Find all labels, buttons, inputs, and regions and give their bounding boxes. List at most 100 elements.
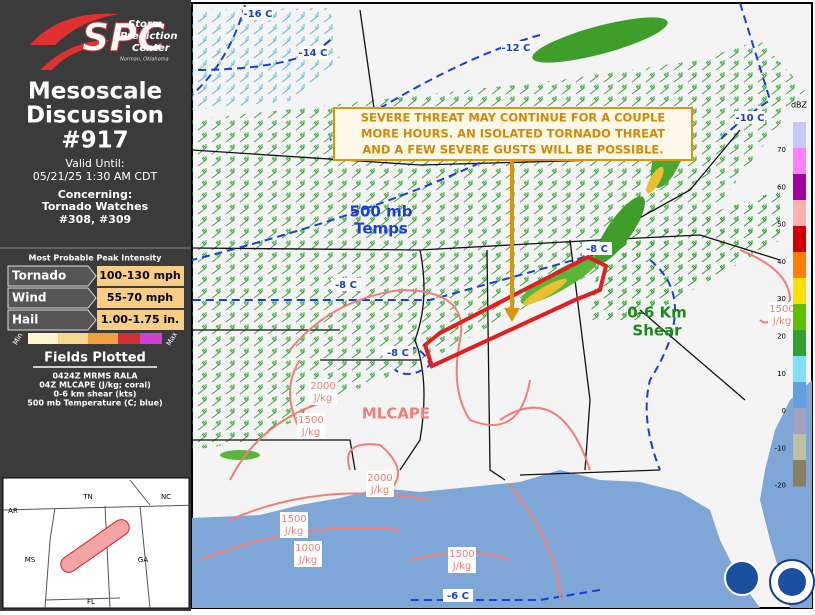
hazard-box	[7, 265, 97, 287]
field: 500 mb Temperature (C; blue)	[27, 399, 162, 408]
cape-label-value: 2000	[367, 473, 392, 484]
annotation: AND A FEW SEVERE GUSTS WILL BE POSSIBLE.	[362, 143, 663, 157]
state-label: FL	[87, 598, 95, 606]
dbz-tick: 0	[782, 407, 786, 415]
dbz-tick: -10	[775, 444, 786, 452]
cape-label-unit: J/kg	[452, 561, 471, 572]
hazard-value: 100-130 mph	[99, 269, 181, 282]
md-area	[422, 254, 609, 369]
state-label: NC	[161, 493, 171, 501]
logo-text: Storm	[128, 19, 162, 30]
watches: #308, #309	[59, 213, 131, 226]
dbz-label: dBZ	[791, 101, 808, 110]
hazard-box	[7, 309, 97, 331]
cape-label-bg	[366, 471, 394, 497]
temp-label: -16 C	[244, 9, 273, 20]
field: 0424Z MRMS RALA	[52, 372, 138, 381]
cape-label-bg	[768, 302, 796, 328]
temp-label-bg	[443, 589, 473, 602]
intensity-title: Most Probable Peak Intensity	[29, 254, 163, 263]
annotation: SEVERE THREAT MAY CONTINUE FOR A COUPLE	[361, 111, 666, 125]
cape-label-bg	[297, 413, 325, 439]
cape-label-value: 2000	[310, 381, 335, 392]
colorbar-segment	[793, 304, 806, 331]
shear-barbs	[590, 190, 780, 320]
temp-label: -12 C	[502, 43, 531, 54]
inset-map: TN NC AR MS GA FL	[2, 477, 201, 609]
dbz-tick: 70	[777, 146, 786, 154]
dbz-tick: 60	[777, 183, 786, 191]
annotation-arrow	[504, 308, 520, 322]
cape-label-bg	[309, 379, 337, 405]
map: SEVERE THREAT MAY CONTINUE FOR A COUPLE …	[190, 2, 815, 609]
dbz-tick: 50	[777, 221, 786, 229]
state-label: MS	[25, 556, 36, 564]
cape-label-unit: J/kg	[313, 393, 332, 404]
temp-label: -8 C	[335, 280, 357, 291]
concerning-label: Concerning:	[58, 188, 133, 201]
temps-label: 500 mb	[350, 203, 413, 221]
annotation: MORE HOURS. AN ISOLATED TORNADO THREAT	[361, 127, 665, 141]
temp-label: -10 C	[736, 113, 765, 124]
temp-label-bg	[582, 242, 612, 255]
colorbar-segment	[793, 330, 806, 357]
cape-label-value: 1000	[295, 543, 320, 554]
hazard-value: 55-70 mph	[107, 291, 173, 304]
md-number: #917	[61, 128, 128, 154]
temp-label-bg	[501, 41, 531, 54]
colorbar-segment	[793, 226, 806, 253]
cape-label: MLCAPE	[362, 405, 430, 423]
colorbar-segment	[793, 278, 806, 305]
temp-label: -6 C	[447, 591, 469, 602]
temp-label: -14 C	[299, 48, 328, 59]
hazard-value: 1.00-1.75 in.	[101, 313, 179, 326]
gulf	[192, 470, 760, 608]
hazard-value-box	[97, 310, 184, 330]
temp-label-bg	[298, 46, 328, 59]
temps-label: Temps	[354, 220, 408, 238]
colorbar-segment	[793, 356, 806, 383]
colorbar-segment	[793, 460, 806, 487]
logos	[724, 559, 815, 605]
colorbar-segment	[793, 174, 806, 201]
temp-label: -8 C	[586, 244, 608, 255]
colorbar-segment	[793, 408, 806, 435]
temp-label-bg	[331, 278, 361, 291]
cape-label-unit: J/kg	[298, 555, 317, 566]
hazard-value-box	[97, 288, 184, 308]
contour-labels: -16 C -14 C -12 C -10 C -8 C -8 C -8 C -6 C 2000…	[243, 7, 796, 602]
temp-label-bg	[383, 346, 413, 359]
dbz-tick: -20	[775, 482, 786, 490]
valid-label: Valid Until:	[65, 157, 124, 170]
hazard-name: Wind	[12, 291, 46, 305]
cape-label-value: 1500	[281, 514, 306, 525]
colorbar-segment	[793, 122, 806, 149]
cape-label-bg	[294, 541, 322, 567]
hazard-name: Hail	[12, 313, 38, 327]
cape-label-value: 1500	[298, 415, 323, 426]
colorbar-segment	[793, 252, 806, 279]
cape-label-unit: J/kg	[301, 427, 320, 438]
dbz-tick: 40	[777, 258, 786, 266]
intensity-table: Tornado 100-130 mph Wind 55-70 mph Hail 1.00-…	[7, 265, 184, 331]
shear-barbs	[192, 8, 340, 110]
svg-text:SPC: SPC	[82, 16, 165, 60]
cape-label-unit: J/kg	[772, 316, 791, 327]
state-label: TN	[82, 493, 93, 501]
temp-label: -8 C	[387, 348, 409, 359]
cape-label-unit: J/kg	[284, 526, 303, 537]
shear-label: 0-6 Km	[627, 304, 687, 322]
logo-text: Center	[132, 43, 171, 54]
colorbar-segment	[793, 382, 806, 409]
title: Discussion	[26, 103, 164, 129]
fields-title: Fields Plotted	[44, 351, 146, 366]
temp-label-bg	[243, 7, 273, 20]
cape-label-value: 1500	[769, 304, 794, 315]
dbz-tick: 30	[777, 295, 786, 303]
state-label: AR	[8, 507, 18, 515]
cape-label-unit: J/kg	[370, 485, 389, 496]
field: 04Z MLCAPE (J/kg; coral)	[39, 381, 151, 390]
dbz-colorbar: dBZ 70 60 50 40 30 20 10 0 -10 -20	[775, 101, 808, 490]
